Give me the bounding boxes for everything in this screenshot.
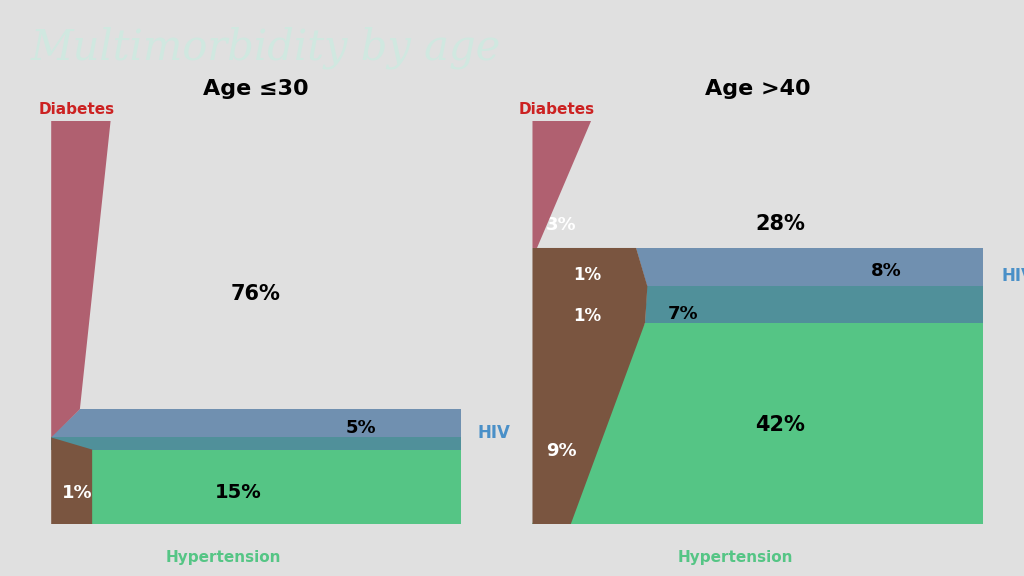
Text: 5%: 5% <box>346 419 377 437</box>
Polygon shape <box>72 449 461 524</box>
Polygon shape <box>532 323 983 524</box>
Text: 42%: 42% <box>756 415 805 435</box>
Polygon shape <box>532 248 647 524</box>
Text: Hypertension: Hypertension <box>678 551 793 566</box>
Text: Diabetes: Diabetes <box>39 102 115 117</box>
Polygon shape <box>636 248 983 286</box>
Polygon shape <box>51 438 92 524</box>
Text: 15%: 15% <box>215 483 262 502</box>
Text: 1%: 1% <box>61 484 92 502</box>
Text: 8%: 8% <box>870 262 901 280</box>
Text: Age ≤30: Age ≤30 <box>203 79 309 99</box>
Polygon shape <box>51 438 461 449</box>
Polygon shape <box>645 286 983 323</box>
Polygon shape <box>51 410 461 438</box>
Text: 3%: 3% <box>546 216 577 234</box>
Text: 28%: 28% <box>756 214 805 234</box>
Text: 7%: 7% <box>668 305 698 323</box>
Text: Diabetes: Diabetes <box>519 102 595 117</box>
Polygon shape <box>51 121 111 438</box>
Text: Multimorbidity by age: Multimorbidity by age <box>31 26 501 69</box>
Polygon shape <box>532 121 591 248</box>
Text: 76%: 76% <box>231 285 281 304</box>
Text: Age >40: Age >40 <box>705 79 811 99</box>
Text: Hypertension: Hypertension <box>166 551 281 566</box>
Text: HIV: HIV <box>477 425 510 442</box>
Text: 1%: 1% <box>573 266 601 284</box>
Text: HIV: HIV <box>1001 267 1024 285</box>
Text: 2%: 2% <box>61 281 92 298</box>
Text: 1%: 1% <box>573 306 601 324</box>
Text: 9%: 9% <box>546 442 577 460</box>
